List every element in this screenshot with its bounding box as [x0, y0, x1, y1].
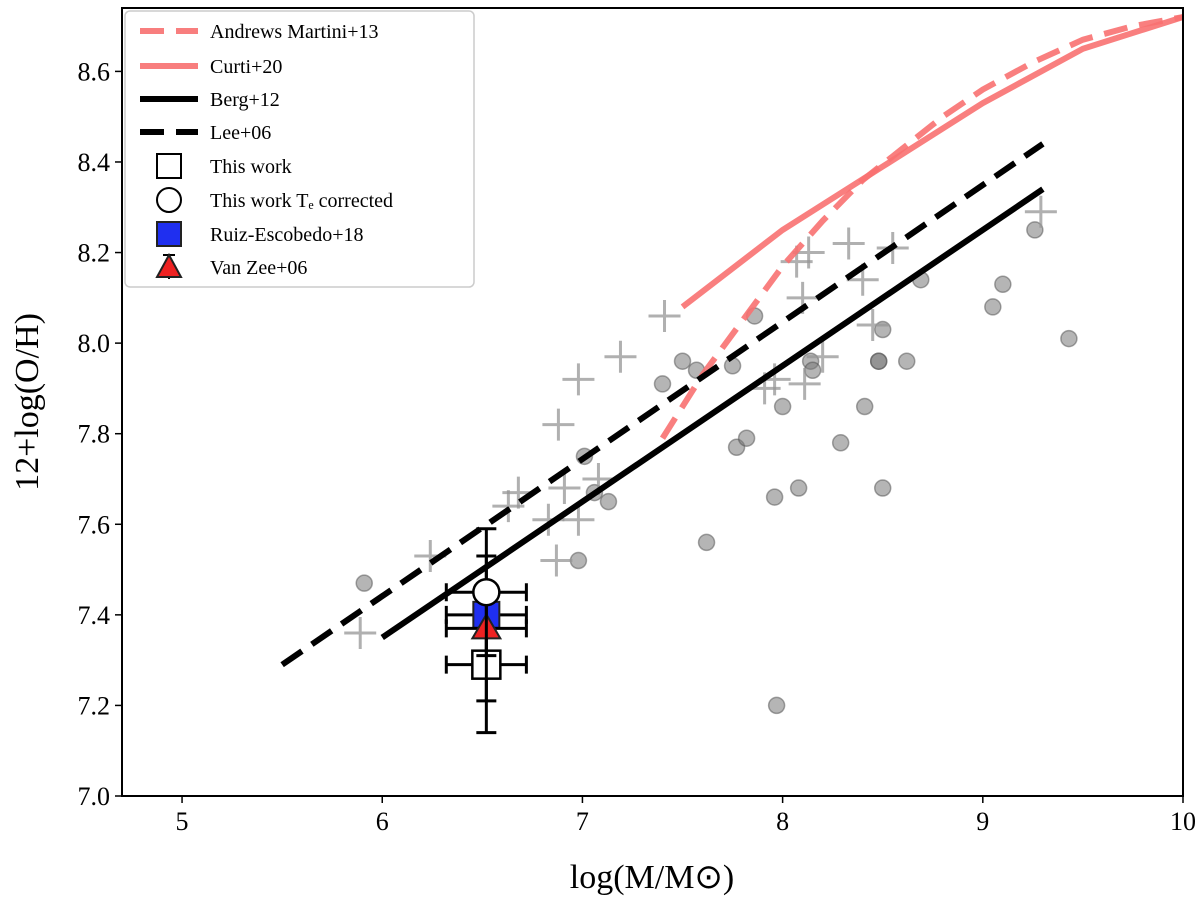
scatter-point-circle — [869, 352, 888, 370]
legend-item: Berg+12 — [140, 89, 280, 111]
cross-mark — [604, 340, 637, 373]
scatter-point-circle — [569, 551, 588, 570]
circle-marker — [472, 577, 501, 607]
x-tick-label: 8 — [776, 807, 789, 836]
line-curti-20 — [680, 14, 1184, 310]
point-this-work-t-corrected — [444, 527, 528, 658]
scatter-point-circle — [653, 375, 672, 393]
x-tick-label: 10 — [1170, 807, 1196, 836]
y-axis-label: 12+log(O/H) — [9, 313, 46, 491]
cross-mark — [562, 363, 595, 396]
scatter-point-cross — [542, 408, 575, 441]
scatter-point-circle — [1026, 221, 1044, 239]
cross-mark — [548, 472, 581, 505]
legend: Andrews Martini+13 Curti+20 Berg+12 Lee+06 T… — [124, 10, 475, 288]
scatter-point-cross — [540, 544, 573, 577]
legend-label: Van Zee+06 — [210, 257, 307, 279]
scatter-point-cross — [788, 367, 821, 400]
scatter-point-cross — [604, 340, 637, 373]
cross-mark — [648, 299, 681, 332]
x-tick-label: 7 — [576, 807, 589, 836]
scatter-point-circle — [765, 488, 784, 506]
cross-mark — [542, 408, 575, 441]
cross-mark — [788, 367, 821, 400]
line-andrews-martini-13 — [659, 14, 1184, 440]
legend-item: Van Zee+06 — [155, 252, 307, 279]
scatter-point-cross — [856, 309, 889, 342]
legend-swatch — [156, 187, 182, 213]
legend-label: This work Tₑ corrected — [210, 190, 393, 212]
legend-swatch — [155, 252, 183, 278]
scatter-point-circle — [673, 352, 692, 370]
legend-item: This work — [156, 153, 292, 179]
x-axis-label: log(M/M⊙) — [570, 859, 735, 896]
y-tick-label: 8.4 — [78, 148, 111, 177]
scatter-point-circle — [723, 357, 742, 375]
x-tick-label: 6 — [376, 807, 389, 836]
legend-item: Andrews Martini+13 — [140, 21, 378, 43]
scatter-point-cross — [832, 227, 865, 260]
y-tick-label: 8.6 — [78, 57, 111, 86]
cross-mark — [1024, 195, 1057, 228]
scatter-point-circle — [831, 434, 850, 452]
y-tick-label: 7.2 — [78, 691, 111, 720]
legend-item: Ruiz-Escobedo+18 — [156, 221, 363, 247]
legend-label: Ruiz-Escobedo+18 — [210, 224, 363, 246]
cross-mark — [806, 340, 839, 373]
scatter-point-cross — [1024, 195, 1057, 228]
y-tick-label: 7.4 — [78, 601, 111, 630]
legend-label: Andrews Martini+13 — [210, 21, 378, 43]
scatter-point-cross — [562, 363, 595, 396]
line-lee-06 — [280, 141, 1045, 668]
legend-item: Curti+20 — [140, 56, 282, 78]
scatter-point-circle — [767, 696, 786, 715]
cross-mark — [540, 544, 573, 577]
cross-mark — [856, 309, 889, 342]
plot-frame — [121, 7, 1184, 797]
scatter-point-circle — [737, 429, 756, 447]
scatter-point-circle — [897, 352, 916, 370]
line-berg-12 — [380, 186, 1045, 640]
y-tick-label: 7.0 — [78, 782, 111, 811]
y-tick-label: 8.2 — [78, 239, 111, 268]
scatter-point-circle — [803, 361, 822, 380]
scatter-point-circle — [789, 479, 808, 497]
y-tick-label: 8.0 — [78, 329, 111, 358]
legend-item: Lee+06 — [140, 122, 271, 144]
legend-label: Berg+12 — [210, 89, 280, 111]
scatter-point-circle — [599, 492, 618, 511]
y-tick-label: 7.8 — [78, 420, 111, 449]
legend-box — [124, 10, 475, 288]
scatter-point-circle — [355, 574, 373, 592]
scatter-point-circle — [697, 533, 716, 552]
scatter-point-circle — [773, 397, 792, 416]
scatter-point-cross — [648, 299, 681, 332]
scatter-point-circle — [994, 275, 1012, 294]
legend-label: Curti+20 — [210, 56, 282, 78]
legend-swatch — [156, 153, 182, 179]
legend-label: This work — [210, 156, 292, 178]
scatter-point-circle — [1060, 329, 1078, 348]
scatter-point-cross — [562, 503, 595, 536]
legend-label: Lee+06 — [210, 122, 271, 144]
legend-item: This work Tₑ corrected — [156, 187, 393, 213]
cross-mark — [562, 503, 595, 536]
scatter-point-cross — [806, 340, 839, 373]
scatter-point-circle — [984, 298, 1002, 316]
x-tick-label: 9 — [976, 807, 989, 836]
scatter-point-cross — [344, 616, 377, 649]
scatter-point-cross — [548, 472, 581, 505]
y-tick-label: 7.6 — [78, 510, 111, 539]
cross-mark — [832, 227, 865, 260]
cross-mark — [344, 616, 377, 649]
x-tick-label: 5 — [176, 807, 189, 836]
scatter-point-circle — [873, 479, 892, 497]
scatter-point-circle — [855, 397, 874, 416]
legend-swatch — [156, 221, 182, 247]
